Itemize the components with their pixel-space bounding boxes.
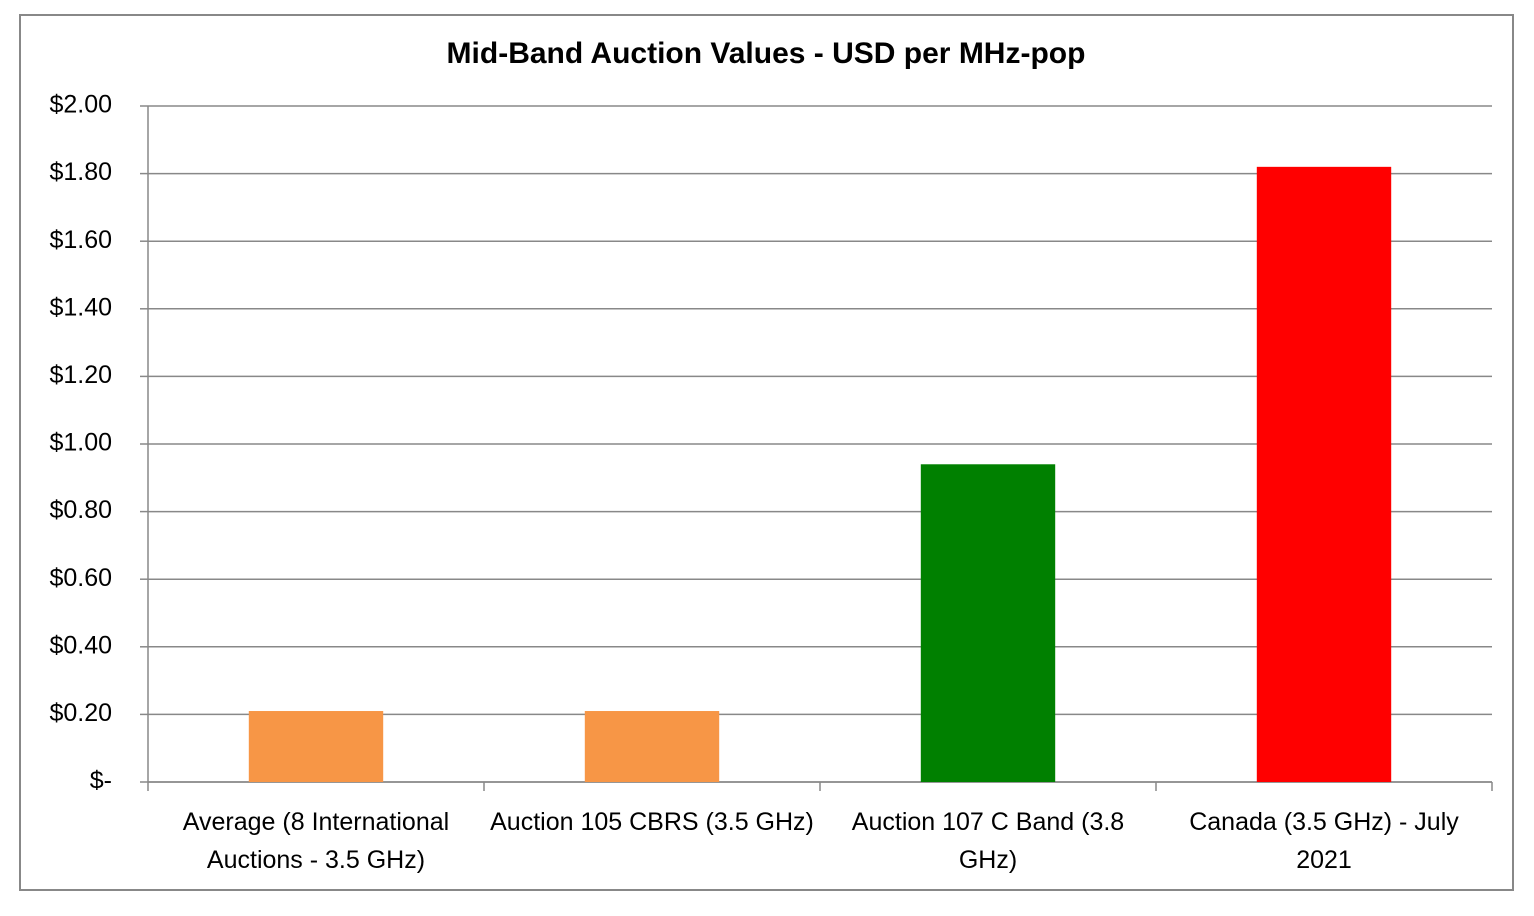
y-tick-label: $1.60 [49, 226, 112, 254]
x-tick-label: Auction 105 CBRS (3.5 GHz) [490, 808, 814, 836]
x-tick-label: Auction 107 C Band (3.8 GHz) [851, 808, 1125, 874]
bar [584, 711, 720, 782]
y-tick-label: $2.00 [49, 91, 112, 119]
y-tick-label: $0.60 [49, 564, 112, 592]
chart-title: Mid-Band Auction Values - USD per MHz-po… [447, 37, 1086, 70]
bar [1256, 166, 1392, 783]
bar [248, 711, 384, 782]
x-tick-label: Canada (3.5 GHz) - July 2021 [1189, 808, 1459, 874]
y-tick-label: $1.40 [49, 293, 112, 321]
y-tick-label: $0.80 [49, 496, 112, 524]
y-tick-label: $1.20 [49, 361, 112, 389]
y-tick-label: $1.80 [49, 158, 112, 186]
x-tick-label: Average (8 International Auctions - 3.5 … [182, 808, 450, 874]
y-tick-label: $- [90, 767, 112, 795]
y-tick-label: $0.20 [49, 699, 112, 727]
bar [920, 464, 1056, 782]
y-tick-label: $1.00 [49, 429, 112, 457]
y-tick-label: $0.40 [49, 631, 112, 659]
